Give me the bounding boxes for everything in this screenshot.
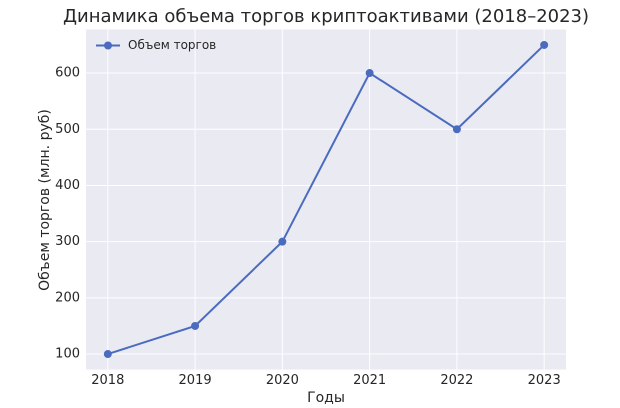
legend-marker <box>104 41 112 50</box>
chart-title: Динамика объема торгов криптоактивами (2… <box>63 6 589 27</box>
x-axis-label: Годы <box>307 390 345 406</box>
x-tick-label: 2020 <box>266 373 299 388</box>
point <box>103 350 112 359</box>
x-tick-label: 2019 <box>179 373 212 388</box>
y-tick-label: 600 <box>55 66 80 81</box>
x-tick-label: 2023 <box>528 373 561 388</box>
y-tick-label: 200 <box>55 290 80 305</box>
y-tick-label: 100 <box>55 347 80 362</box>
x-tick-label: 2021 <box>353 373 386 388</box>
legend-label: Объем торгов <box>128 38 216 52</box>
y-axis-label: Объем торгов (млн. руб) <box>37 109 53 291</box>
plot-area <box>86 29 566 370</box>
y-tick-label: 300 <box>55 234 80 249</box>
point <box>278 237 287 246</box>
point <box>452 125 461 134</box>
point <box>191 321 200 330</box>
point <box>540 40 549 49</box>
y-tick-label: 500 <box>55 122 80 137</box>
y-tick-label: 400 <box>55 178 80 193</box>
x-tick-label: 2018 <box>91 373 124 388</box>
point <box>365 69 374 78</box>
line <box>107 44 545 355</box>
x-tick-label: 2022 <box>440 373 473 388</box>
